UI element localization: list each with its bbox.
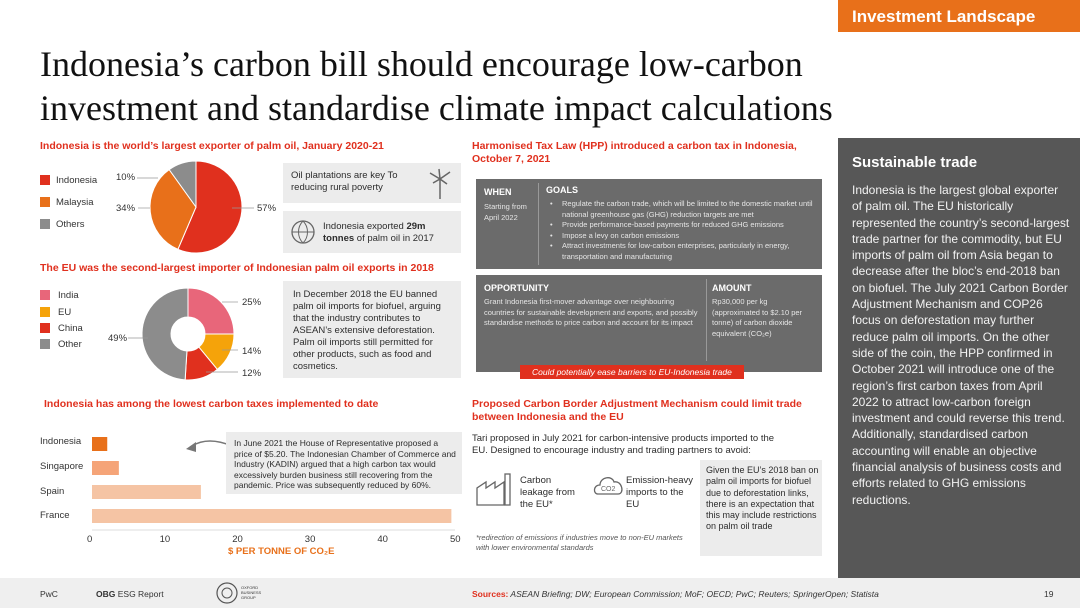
bar-category-label: Singapore: [40, 461, 84, 472]
footer-report: OBG ESG Report: [96, 589, 164, 599]
sidebar-heading: Sustainable trade: [852, 154, 978, 171]
when-text: Starting from April 2022: [484, 202, 527, 222]
palm-exports-pie: [149, 160, 243, 254]
x-tick-label: 30: [304, 534, 316, 545]
callout-box: Given the EU’s 2018 ban on palm oil impo…: [700, 460, 822, 556]
co2-icon-text: CO2: [601, 486, 616, 493]
palm-exports-heading: Indonesia is the world’s largest exporte…: [40, 140, 384, 152]
callout-text: Given the EU’s 2018 ban on palm oil impo…: [706, 465, 819, 532]
eu-imports-heading: The EU was the second-largest importer o…: [40, 262, 434, 274]
factory-icon: [476, 473, 511, 506]
legend-swatch: [40, 197, 50, 207]
x-tick-label: 0: [87, 534, 93, 545]
pct-label: 49%: [108, 333, 128, 344]
bar-category-label: Spain: [40, 486, 65, 497]
legend-swatch: [40, 219, 50, 229]
x-tick-label: 10: [159, 534, 171, 545]
callout-text: In December 2018 the EU banned palm oil …: [293, 289, 441, 372]
legend-swatch: [40, 307, 50, 317]
eu-imports-pie: [141, 287, 235, 381]
pie-slice-others: [168, 160, 197, 209]
x-axis-label: $ PER TONNE OF CO₂E: [228, 546, 335, 557]
footer: PwC OBG ESG Report OXFORD BUSINESS GROUP…: [0, 578, 1080, 608]
legend-swatch: [40, 290, 50, 300]
pie-slice-malaysia: [149, 168, 197, 250]
goal-item: Regulate the carbon trade, which will be…: [546, 199, 818, 220]
obg-logo-icon: [216, 582, 238, 604]
amount-text: Rp30,000 per kg (approximated to $2.10 p…: [712, 297, 803, 338]
cbam-footnote: *redirection of emissions if industries …: [476, 533, 683, 552]
co2-cloud-icon: CO2: [593, 477, 623, 495]
sidebar: Sustainable trade Indonesia is the large…: [838, 138, 1080, 578]
callout-box: Oil plantations are key To reducing rura…: [283, 163, 461, 203]
pie-slice-india: [187, 287, 235, 335]
bar-category-label: Indonesia: [40, 436, 82, 447]
legend-label: EU: [58, 307, 72, 318]
callout-box: In December 2018 the EU banned palm oil …: [283, 281, 461, 378]
bar-category-label: France: [40, 510, 70, 521]
footer-sources: Sources: ASEAN Briefing; DW; European Co…: [472, 589, 879, 599]
hpp-tag: Could potentially ease barriers to EU-In…: [520, 365, 744, 379]
bar-indonesia: [92, 437, 108, 451]
pie-slice-indonesia: [177, 160, 243, 254]
section-tag: Investment Landscape: [838, 0, 1080, 32]
bar-france: [92, 509, 452, 523]
hpp-opportunity-panel: OPPORTUNITY Grant Indonesia first-mover …: [476, 275, 822, 372]
goal-item: Impose a levy on carbon emissions: [546, 231, 818, 242]
page-title: Indonesia’s carbon bill should encourage…: [40, 44, 833, 128]
cbam-item-imports: Emission-heavy imports to the EU: [626, 475, 694, 510]
opportunity-text: Grant Indonesia first-mover advantage ov…: [484, 297, 698, 327]
legend-label: Others: [56, 219, 85, 230]
legend-label: India: [58, 290, 79, 301]
pct-label: 14%: [242, 346, 262, 357]
obg-logo-text: OXFORD BUSINESS GROUP: [241, 585, 262, 600]
pct-label: 25%: [242, 297, 262, 308]
callout-box: In June 2021 the House of Representative…: [226, 432, 462, 494]
globe-export-icon: [291, 220, 315, 244]
footer-left: PwC: [40, 589, 58, 599]
carbon-tax-heading: Indonesia has among the lowest carbon ta…: [44, 398, 379, 410]
legend-label: Malaysia: [56, 197, 94, 208]
hpp-heading: Harmonised Tax Law (HPP) introduced a ca…: [472, 140, 797, 165]
callout-text: In June 2021 the House of Representative…: [234, 438, 456, 490]
x-tick-label: 40: [377, 534, 388, 545]
divider: [538, 183, 539, 265]
pct-label: 12%: [242, 368, 262, 379]
goal-item: Attract investments for low-carbon enter…: [546, 241, 818, 262]
goals-heading: GOALS: [546, 185, 579, 195]
carbon-tax-bars: [92, 437, 455, 531]
x-tick-label: 20: [232, 534, 243, 545]
hpp-goals-panel: WHEN Starting from April 2022 GOALS Regu…: [476, 179, 822, 269]
legend-swatch: [40, 339, 50, 349]
legend-label: China: [58, 323, 83, 334]
pct-label: 34%: [116, 203, 136, 214]
divider: [706, 279, 707, 361]
palm-tree-icon: [429, 168, 451, 199]
cbam-item-leakage: Carbon leakage from the EU*: [520, 475, 575, 510]
when-heading: WHEN: [484, 187, 512, 197]
x-tick-label: 50: [450, 534, 461, 545]
amount-heading: AMOUNT: [712, 283, 752, 293]
goal-item: Provide performance-based payments for r…: [546, 220, 818, 231]
legend-swatch: [40, 323, 50, 333]
bar-spain: [92, 485, 201, 499]
pct-label: 57%: [257, 203, 277, 214]
legend-label: Indonesia: [56, 175, 98, 186]
page-number: 19: [1044, 589, 1054, 599]
callout-box: Indonesia exported 29m tonnes of palm oi…: [283, 211, 461, 253]
pct-label: 10%: [116, 172, 136, 183]
cbam-intro: Tari proposed in July 2021 for carbon-in…: [472, 433, 775, 456]
legend-label: Other: [58, 339, 82, 350]
goals-list: Regulate the carbon trade, which will be…: [546, 199, 818, 262]
sidebar-body: Indonesia is the largest global exporter…: [852, 183, 1070, 507]
bar-singapore: [92, 461, 119, 475]
legend-swatch: [40, 175, 50, 185]
cbam-heading: Proposed Carbon Border Adjustment Mechan…: [472, 398, 802, 423]
opportunity-heading: OPPORTUNITY: [484, 283, 550, 293]
callout-text: Oil plantations are key To reducing rura…: [291, 170, 398, 193]
callout-text: Indonesia exported 29m tonnes of palm oi…: [323, 221, 434, 244]
pie-slice-other: [141, 287, 189, 381]
